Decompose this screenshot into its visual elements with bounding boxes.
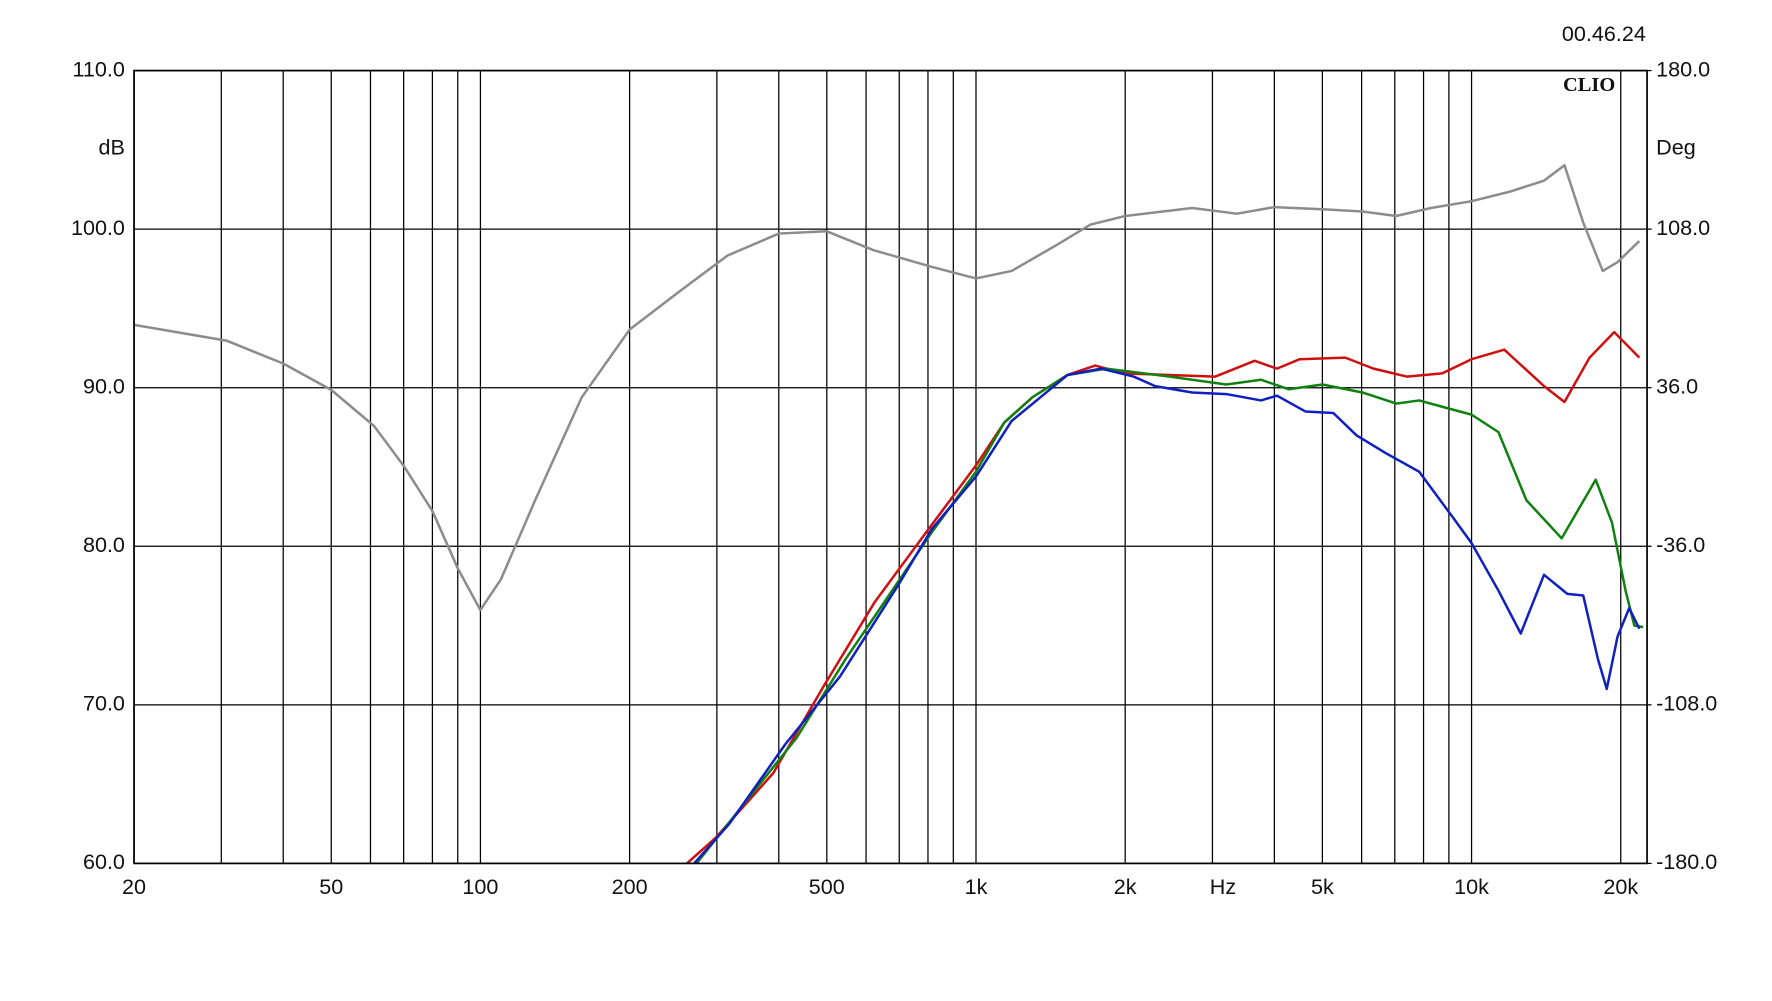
x-tick-label: 20k — [1603, 874, 1638, 899]
x-tick-label: 500 — [809, 874, 845, 899]
plot-area — [134, 164, 1644, 864]
series-line — [134, 164, 1641, 612]
y-tick-label: 60.0 — [83, 849, 125, 874]
y-tick-label: 110.0 — [73, 56, 125, 81]
x-tick-label: 20 — [122, 874, 146, 899]
y2-tick-label: -108.0 — [1656, 691, 1717, 716]
y2-tick-label: -36.0 — [1656, 532, 1705, 557]
series-line — [695, 367, 1644, 864]
y2-axis-label: Deg — [1656, 135, 1696, 160]
y-axis-label: dB — [99, 135, 125, 160]
y2-tick-label: 36.0 — [1656, 373, 1698, 398]
y-tick-label: 70.0 — [83, 691, 125, 716]
brand: CLIO — [1563, 74, 1615, 96]
y-tick-label: 80.0 — [83, 532, 125, 557]
y2-tick-label: -180.0 — [1656, 849, 1717, 874]
x-tick-label: 2k — [1114, 874, 1137, 899]
series-line — [693, 367, 1641, 864]
grid — [133, 69, 1648, 865]
series-line — [686, 330, 1641, 864]
y-tick-label: 90.0 — [83, 373, 125, 398]
chart-title: 00.46.24 — [1562, 21, 1646, 46]
plot-frame — [133, 69, 1648, 865]
y2-tick-label: 108.0 — [1656, 215, 1710, 240]
x-tick-label: 1k — [965, 874, 988, 899]
y-tick-label: 100.0 — [71, 215, 125, 240]
x-tick-label: 50 — [319, 874, 343, 899]
x-tick-label: 10k — [1454, 874, 1489, 899]
y2-tick-label: 180.0 — [1656, 56, 1710, 81]
x-tick-label: 5k — [1311, 874, 1334, 899]
x-axis-label: Hz — [1210, 874, 1236, 899]
x-tick-label: 200 — [612, 874, 648, 899]
x-tick-label: 100 — [462, 874, 498, 899]
